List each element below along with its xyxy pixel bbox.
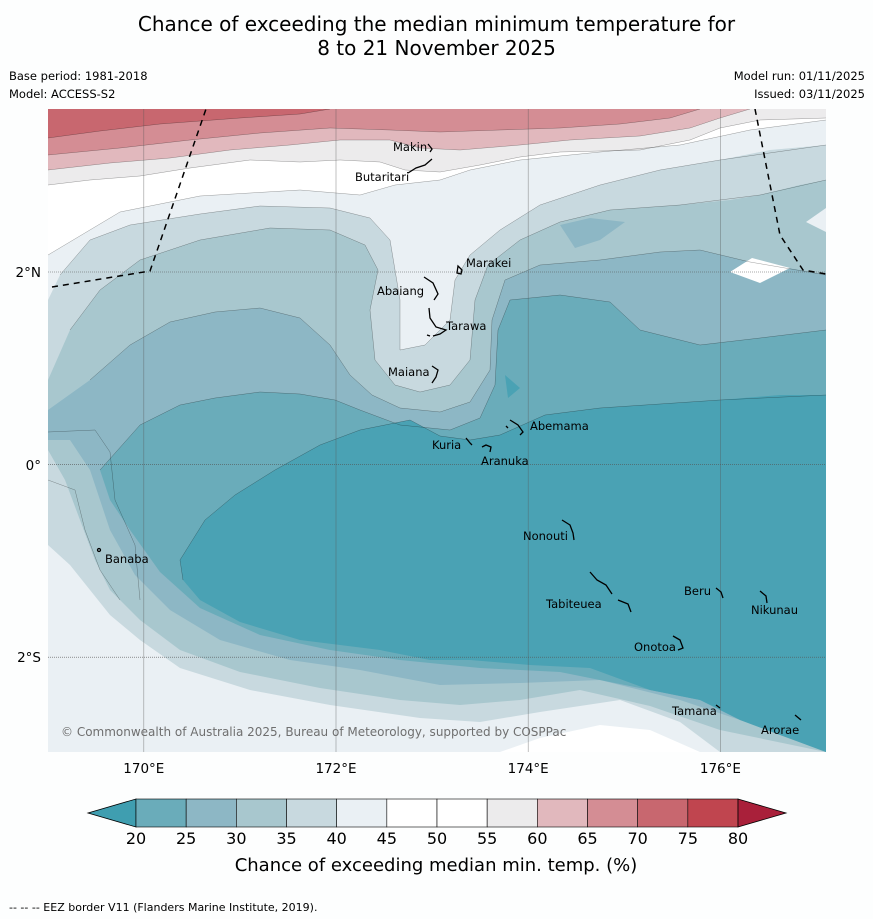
patch-40-45-east: [806, 208, 826, 232]
label-marakei: Marakei: [466, 256, 511, 270]
colorbar-tick-25: 25: [176, 829, 196, 848]
colorbar-tick-75: 75: [678, 829, 698, 848]
island-labels: Makin Butaritari Marakei Abaiang Tarawa …: [105, 140, 799, 737]
label-maiana: Maiana: [388, 365, 430, 379]
label-abaiang: Abaiang: [377, 284, 424, 298]
label-nonouti: Nonouti: [523, 529, 568, 543]
colorbar-tick-30: 30: [226, 829, 246, 848]
eez-legend: -- -- -- EEZ border V11 (Flanders Marine…: [9, 901, 318, 914]
label-tamana: Tamana: [671, 704, 717, 718]
colorbar-tick-20: 20: [126, 829, 146, 848]
lat-label-2s: 2°S: [17, 650, 41, 666]
copyright-notice: © Commonwealth of Australia 2025, Bureau…: [61, 725, 566, 739]
title-line-2: 8 to 21 November 2025: [317, 36, 556, 60]
colorbar-bin-50-55: [436, 798, 488, 828]
lon-label-174e: 174°E: [508, 761, 549, 777]
colorbar-bin-65-70: [587, 798, 638, 828]
lon-label-170e: 170°E: [123, 761, 164, 777]
label-makin: Makin: [393, 140, 427, 154]
colorbar-bin-25-30: [185, 798, 237, 828]
latitude-labels: 2°N 0° 2°S: [16, 265, 41, 666]
colorbar-bin-35-40: [286, 798, 337, 828]
lat-label-2n: 2°N: [16, 265, 41, 281]
label-kuria: Kuria: [432, 438, 461, 452]
lon-label-176e: 176°E: [700, 761, 741, 777]
colorbar-tick-45: 45: [377, 829, 397, 848]
colorbar-tick-65: 65: [577, 829, 597, 848]
colorbar-tick-70: 70: [627, 829, 647, 848]
colorbar-bin-30-35: [236, 798, 287, 828]
label-abemama: Abemama: [530, 419, 589, 433]
colorbar-tick-55: 55: [477, 829, 497, 848]
label-tarawa: Tarawa: [445, 319, 486, 333]
base-period: Base period: 1981-2018: [9, 69, 148, 83]
colorbar-bin-40-45: [336, 798, 388, 828]
model-name: Model: ACCESS-S2: [9, 87, 116, 101]
label-nikunau: Nikunau: [751, 603, 798, 617]
patch-25-30-north: [560, 218, 625, 248]
colorbar-tick-50: 50: [427, 829, 447, 848]
label-arorae: Arorae: [761, 723, 799, 737]
label-tabiteuea: Tabiteuea: [545, 597, 602, 611]
colorbar-bin-70-75: [637, 798, 689, 828]
model-run: Model run: 01/11/2025: [733, 69, 865, 83]
label-banaba: Banaba: [105, 552, 149, 566]
colorbar-tick-35: 35: [276, 829, 296, 848]
band-65-70: [48, 109, 700, 155]
colorbar-extend-low: [86, 798, 137, 828]
colorbar-bin-45-50: [386, 798, 438, 828]
label-aranuka: Aranuka: [481, 454, 529, 468]
probability-field: Makin Butaritari Marakei Abaiang Tarawa …: [48, 109, 826, 752]
colorbar-bin-55-60: [486, 798, 538, 828]
colorbar-bin-75-80: [687, 798, 739, 828]
colorbar-tick-40: 40: [326, 829, 346, 848]
lon-label-172e: 172°E: [315, 761, 356, 777]
lat-label-0: 0°: [26, 458, 41, 474]
label-onotoa: Onotoa: [634, 640, 676, 654]
band-70-75: [48, 109, 330, 138]
title-line-1: Chance of exceeding the median minimum t…: [137, 12, 736, 36]
issued-date: Issued: 03/11/2025: [754, 87, 865, 101]
longitude-labels: 170°E 172°E 174°E 176°E: [123, 761, 741, 777]
label-beru: Beru: [684, 584, 711, 598]
graticule: [48, 109, 826, 752]
eez-border: [51, 109, 826, 288]
contour-lines: [48, 109, 826, 601]
colorbar-extend-high: [737, 798, 788, 828]
colorbar-tick-60: 60: [527, 829, 547, 848]
colorbar-bin-60-65: [537, 798, 588, 828]
band-below-20: [180, 395, 826, 752]
label-butaritari: Butaritari: [355, 170, 409, 184]
colorbar-tick-80: 80: [728, 829, 748, 848]
colorbar-bin-20-25: [135, 798, 187, 828]
island-outlines: [96, 143, 802, 721]
colorbar: 20 25 30 35 40 45 50 55 60 65 70 75 80: [86, 798, 788, 848]
chart-title: Chance of exceeding the median minimum t…: [0, 12, 873, 60]
patch-below-20-small: [505, 375, 520, 398]
patch-white-east: [730, 258, 790, 283]
colorbar-label: Chance of exceeding median min. temp. (%…: [235, 855, 638, 876]
